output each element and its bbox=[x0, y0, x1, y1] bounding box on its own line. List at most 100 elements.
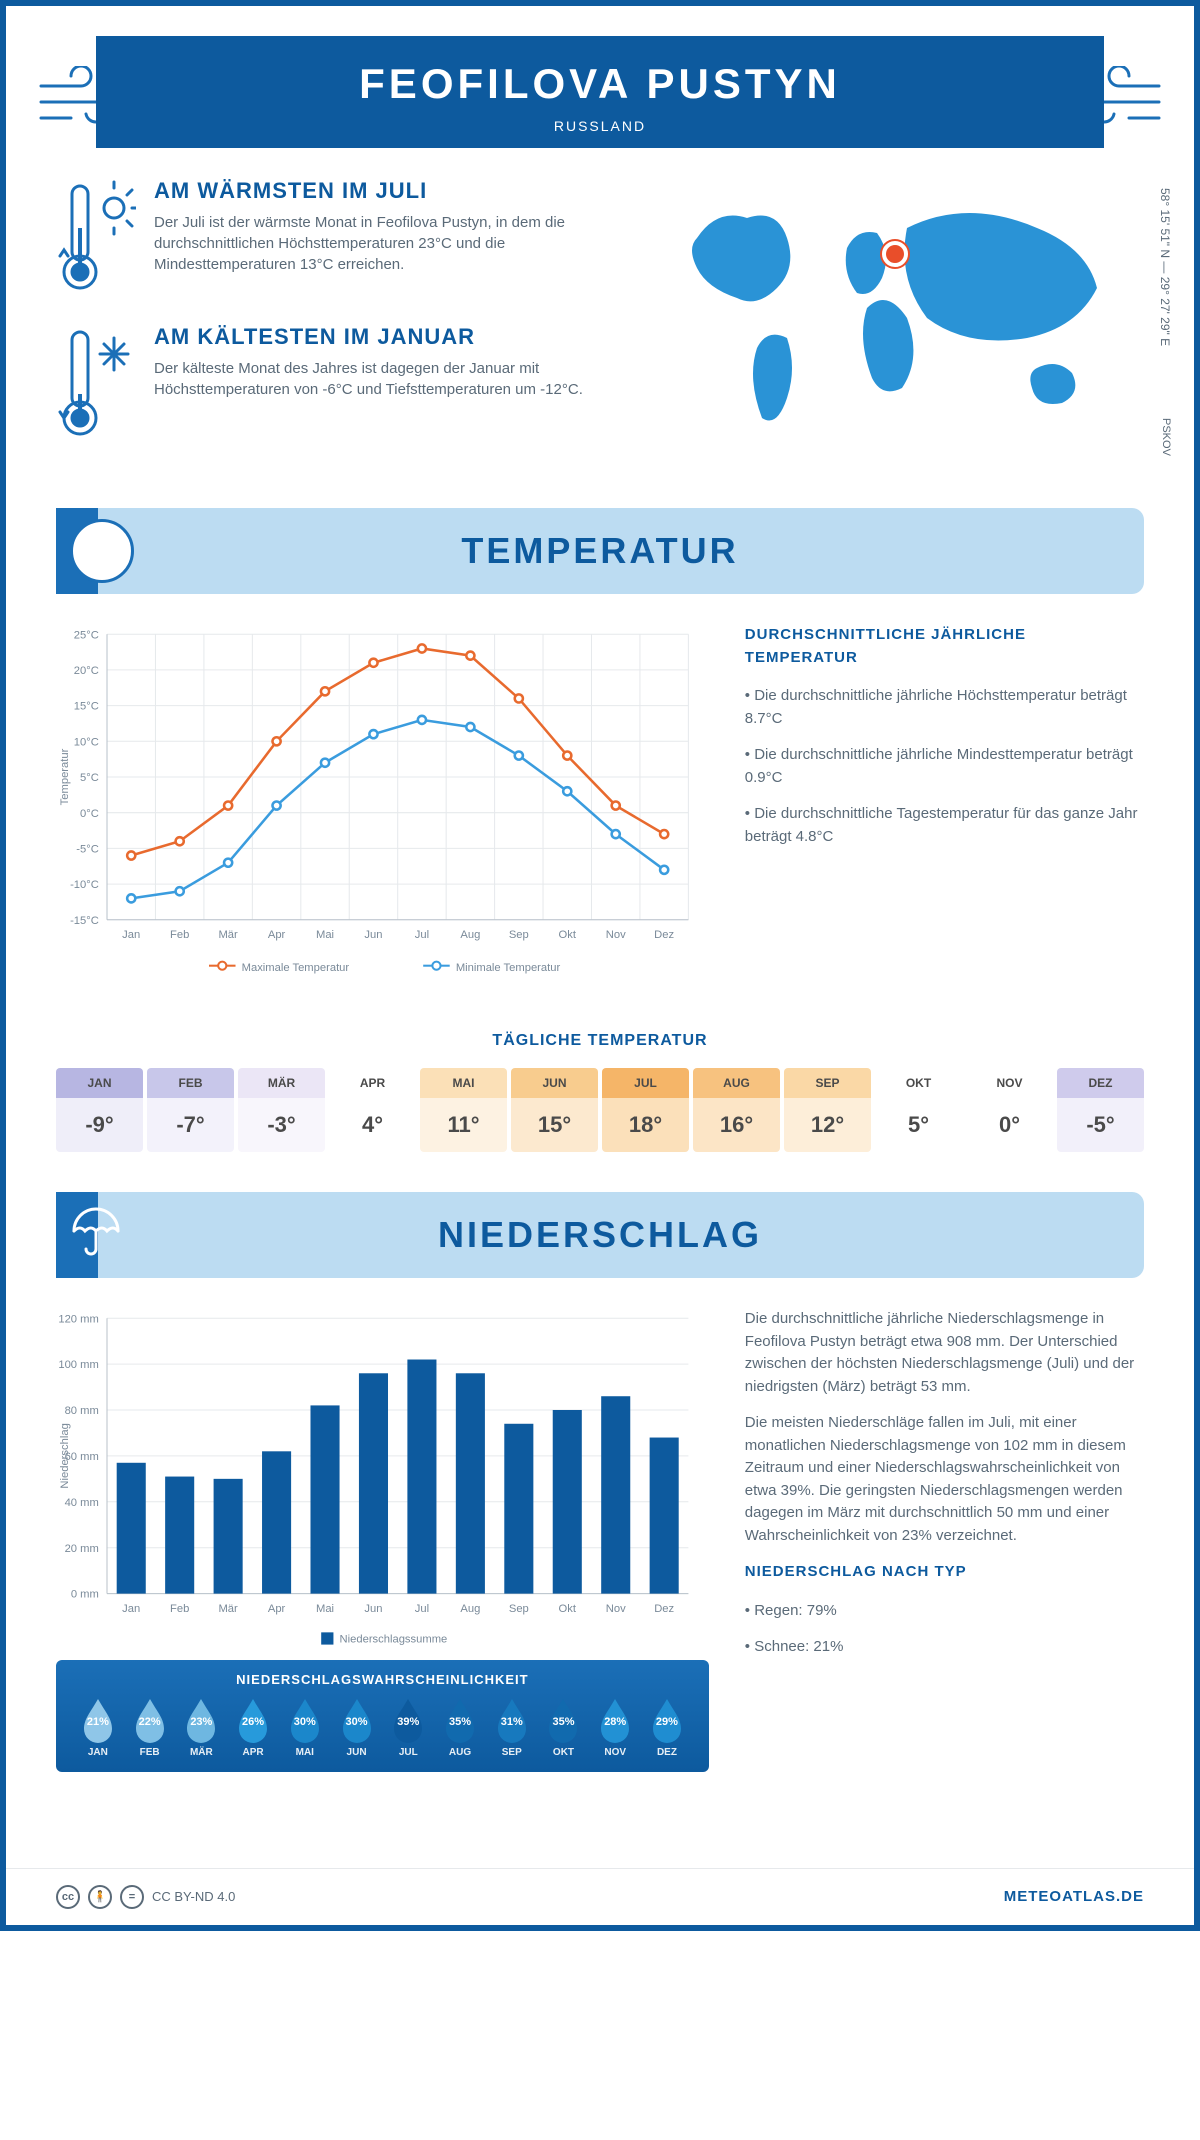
svg-text:Nov: Nov bbox=[606, 1603, 626, 1615]
prob-cell: 23%MÄR bbox=[175, 1697, 227, 1758]
prob-cell: 35%OKT bbox=[538, 1697, 590, 1758]
svg-text:Apr: Apr bbox=[268, 929, 286, 941]
warm-fact: AM WÄRMSTEN IM JULI Der Juli ist der wär… bbox=[56, 178, 600, 298]
license-label: CC BY-ND 4.0 bbox=[152, 1889, 235, 1904]
temp-bullet: • Die durchschnittliche jährliche Mindes… bbox=[745, 744, 1144, 789]
thermometer-snow-icon bbox=[56, 324, 136, 444]
coordinates: 58° 15' 51" N — 29° 27' 29" E bbox=[1158, 188, 1172, 346]
svg-text:Mai: Mai bbox=[316, 1603, 334, 1615]
country-label: RUSSLAND bbox=[96, 118, 1104, 134]
cc-icon: cc bbox=[56, 1885, 80, 1909]
daily-cell: OKT5° bbox=[875, 1068, 962, 1152]
svg-text:Mai: Mai bbox=[316, 929, 334, 941]
svg-text:10°C: 10°C bbox=[74, 736, 99, 748]
svg-text:Niederschlag: Niederschlag bbox=[59, 1423, 71, 1488]
svg-text:100 mm: 100 mm bbox=[58, 1359, 98, 1371]
svg-text:Maximale Temperatur: Maximale Temperatur bbox=[242, 962, 350, 974]
precip-paragraph: Die durchschnittliche jährliche Niedersc… bbox=[745, 1308, 1144, 1398]
daily-cell: MÄR-3° bbox=[238, 1068, 325, 1152]
footer: cc 🧍 = CC BY-ND 4.0 METEOATLAS.DE bbox=[6, 1868, 1194, 1925]
svg-text:Feb: Feb bbox=[170, 929, 189, 941]
precip-type: • Regen: 79% bbox=[745, 1600, 1144, 1623]
svg-text:5°C: 5°C bbox=[80, 772, 99, 784]
svg-text:-15°C: -15°C bbox=[70, 915, 99, 927]
prob-cell: 28%NOV bbox=[589, 1697, 641, 1758]
daily-cell: MAI11° bbox=[420, 1068, 507, 1152]
svg-text:Mär: Mär bbox=[218, 1603, 238, 1615]
cold-fact-text: Der kälteste Monat des Jahres ist dagege… bbox=[154, 358, 600, 400]
cold-fact: AM KÄLTESTEN IM JANUAR Der kälteste Mona… bbox=[56, 324, 600, 444]
header: FEOFILOVA PUSTYN RUSSLAND bbox=[96, 36, 1104, 148]
precip-type: • Schnee: 21% bbox=[745, 1636, 1144, 1659]
svg-text:15°C: 15°C bbox=[74, 701, 99, 713]
daily-temperature-table: JAN-9°FEB-7°MÄR-3°APR4°MAI11°JUN15°JUL18… bbox=[56, 1068, 1144, 1152]
svg-text:0 mm: 0 mm bbox=[71, 1589, 99, 1601]
svg-text:20°C: 20°C bbox=[74, 665, 99, 677]
daily-cell: JUN15° bbox=[511, 1068, 598, 1152]
section-precipitation: NIEDERSCHLAG bbox=[56, 1192, 1144, 1278]
svg-text:Aug: Aug bbox=[460, 929, 480, 941]
daily-cell: NOV0° bbox=[966, 1068, 1053, 1152]
svg-text:Minimale Temperatur: Minimale Temperatur bbox=[456, 962, 561, 974]
svg-text:Jan: Jan bbox=[122, 1603, 140, 1615]
prob-cell: 39%JUL bbox=[382, 1697, 434, 1758]
svg-text:20 mm: 20 mm bbox=[65, 1543, 99, 1555]
svg-text:Sep: Sep bbox=[509, 1603, 529, 1615]
daily-cell: APR4° bbox=[329, 1068, 416, 1152]
svg-text:Okt: Okt bbox=[559, 929, 577, 941]
svg-text:Jun: Jun bbox=[364, 929, 382, 941]
map-pin-icon bbox=[882, 241, 908, 267]
daily-cell: AUG16° bbox=[693, 1068, 780, 1152]
svg-text:40 mm: 40 mm bbox=[65, 1497, 99, 1509]
daily-cell: DEZ-5° bbox=[1057, 1068, 1144, 1152]
daily-cell: JUL18° bbox=[602, 1068, 689, 1152]
svg-text:Okt: Okt bbox=[559, 1603, 577, 1615]
svg-text:Apr: Apr bbox=[268, 1603, 286, 1615]
svg-text:-10°C: -10°C bbox=[70, 879, 99, 891]
page-title: FEOFILOVA PUSTYN bbox=[96, 60, 1104, 108]
precipitation-probability-panel: NIEDERSCHLAGSWAHRSCHEINLICHKEIT 21%JAN22… bbox=[56, 1660, 709, 1772]
svg-text:Jul: Jul bbox=[415, 1603, 429, 1615]
svg-text:Temperatur: Temperatur bbox=[59, 748, 71, 805]
svg-text:Feb: Feb bbox=[170, 1603, 189, 1615]
precip-type-title: NIEDERSCHLAG NACH TYP bbox=[745, 1561, 1144, 1584]
prob-cell: 31%SEP bbox=[486, 1697, 538, 1758]
prob-cell: 21%JAN bbox=[72, 1697, 124, 1758]
brand-label: METEOATLAS.DE bbox=[1004, 1888, 1144, 1905]
daily-temp-title: TÄGLICHE TEMPERATUR bbox=[56, 1032, 1144, 1050]
svg-text:Dez: Dez bbox=[654, 1603, 674, 1615]
svg-text:Jan: Jan bbox=[122, 929, 140, 941]
sun-icon bbox=[70, 519, 134, 583]
svg-text:Dez: Dez bbox=[654, 929, 674, 941]
svg-text:0°C: 0°C bbox=[80, 808, 99, 820]
nd-icon: = bbox=[120, 1885, 144, 1909]
svg-text:Sep: Sep bbox=[509, 929, 529, 941]
section-title: TEMPERATUR bbox=[461, 530, 738, 571]
thermometer-sun-icon bbox=[56, 178, 136, 298]
svg-text:Nov: Nov bbox=[606, 929, 626, 941]
precip-paragraph: Die meisten Niederschläge fallen im Juli… bbox=[745, 1412, 1144, 1547]
section-title: NIEDERSCHLAG bbox=[438, 1214, 762, 1255]
warm-fact-title: AM WÄRMSTEN IM JULI bbox=[154, 178, 600, 204]
umbrella-icon bbox=[66, 1199, 126, 1271]
daily-cell: FEB-7° bbox=[147, 1068, 234, 1152]
svg-text:Niederschlagssumme: Niederschlagssumme bbox=[340, 1634, 448, 1646]
prob-cell: 35%AUG bbox=[434, 1697, 486, 1758]
warm-fact-text: Der Juli ist der wärmste Monat in Feofil… bbox=[154, 212, 600, 275]
temp-bullet: • Die durchschnittliche Tagestemperatur … bbox=[745, 803, 1144, 848]
world-map bbox=[630, 178, 1144, 478]
prob-cell: 29%DEZ bbox=[641, 1697, 693, 1758]
temp-bullet: • Die durchschnittliche jährliche Höchst… bbox=[745, 685, 1144, 730]
svg-text:Mär: Mär bbox=[218, 929, 238, 941]
by-icon: 🧍 bbox=[88, 1885, 112, 1909]
cold-fact-title: AM KÄLTESTEN IM JANUAR bbox=[154, 324, 600, 350]
prob-cell: 30%JUN bbox=[331, 1697, 383, 1758]
prob-cell: 26%APR bbox=[227, 1697, 279, 1758]
daily-cell: SEP12° bbox=[784, 1068, 871, 1152]
prob-cell: 22%FEB bbox=[124, 1697, 176, 1758]
svg-text:Jul: Jul bbox=[415, 929, 429, 941]
daily-cell: JAN-9° bbox=[56, 1068, 143, 1152]
temp-side-title: DURCHSCHNITTLICHE JÄHRLICHE TEMPERATUR bbox=[745, 624, 1144, 669]
svg-text:120 mm: 120 mm bbox=[58, 1313, 98, 1325]
region-label: PSKOV bbox=[1160, 418, 1172, 456]
